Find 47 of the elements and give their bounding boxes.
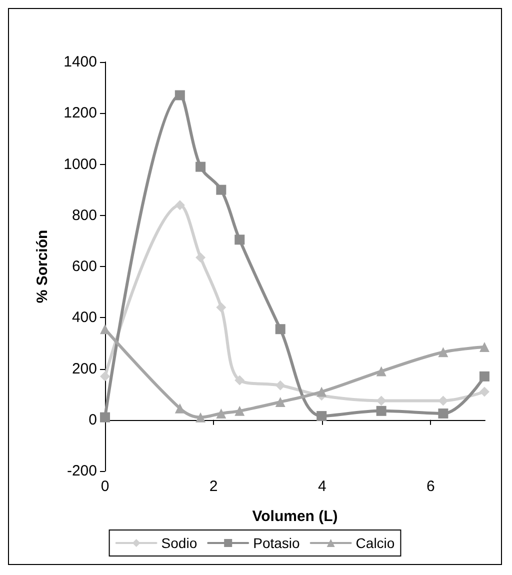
point	[376, 406, 386, 416]
point	[234, 406, 245, 416]
y-tick-label: 1200	[64, 104, 97, 122]
y-tick-label: 600	[72, 258, 97, 275]
x-tick-label: 0	[100, 478, 110, 495]
point	[479, 386, 490, 397]
y-axis-title: % Sorción	[34, 230, 51, 304]
point	[438, 396, 448, 406]
point	[275, 396, 286, 407]
x-tick-label: 4	[318, 478, 326, 495]
y-tick-label: 400	[72, 309, 97, 326]
x-tick-label: 6	[426, 478, 435, 495]
y-tick-label: 200	[72, 360, 97, 378]
point	[196, 252, 206, 263]
point	[174, 403, 185, 414]
point	[216, 302, 226, 312]
point	[275, 324, 286, 334]
point	[234, 234, 245, 245]
point	[376, 366, 386, 376]
legend-label: Potasio	[253, 535, 300, 551]
legend-label: Calcio	[356, 535, 395, 551]
y-tick-label: 1400	[64, 54, 97, 70]
point	[196, 162, 206, 172]
point	[234, 375, 245, 386]
point	[100, 324, 110, 334]
point	[100, 412, 110, 422]
point	[216, 408, 226, 418]
point	[376, 396, 386, 406]
point	[438, 408, 448, 418]
y-tick-label: 1000	[64, 156, 97, 173]
point	[174, 90, 185, 100]
x-axis-title: Volumen (L)	[252, 508, 338, 525]
point	[174, 200, 185, 210]
point	[100, 371, 110, 382]
point	[275, 380, 286, 390]
y-tick-label: 0	[88, 411, 97, 428]
y-tick-label: -200	[66, 462, 97, 480]
point	[196, 412, 206, 422]
legend-label: Sodio	[161, 535, 198, 551]
point	[316, 386, 327, 397]
y-tick-label: 800	[72, 206, 97, 224]
point	[438, 347, 448, 358]
point	[216, 184, 226, 195]
point	[316, 411, 327, 422]
x-tick-label: 2	[209, 478, 218, 495]
point	[479, 371, 490, 382]
point	[479, 342, 490, 352]
